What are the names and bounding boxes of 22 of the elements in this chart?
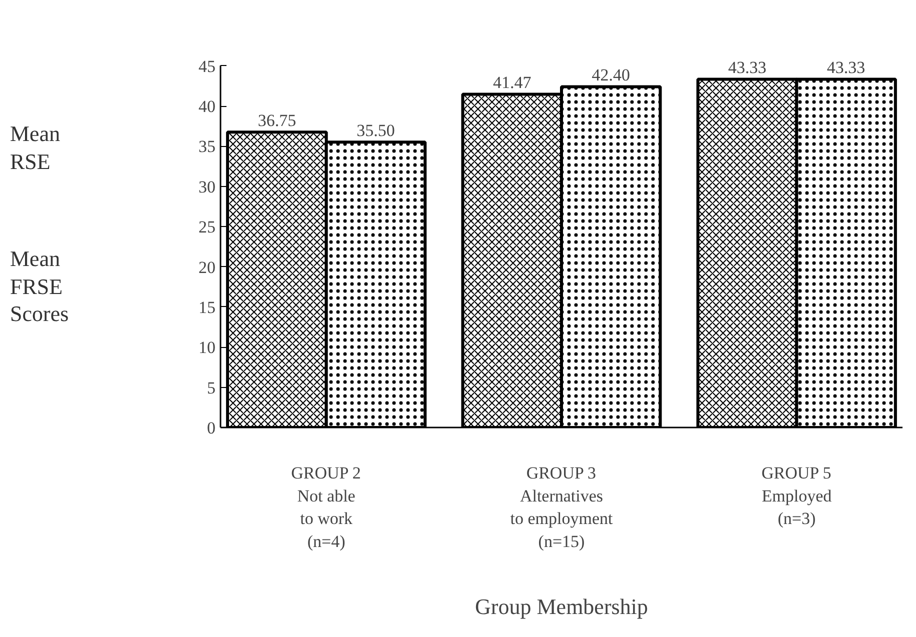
text: 43.33 [826, 58, 866, 78]
x-tick-label: GROUP 5 Employed (n=3) [761, 464, 832, 528]
y-tick-label: 40 [198, 97, 216, 116]
y-tick-label: 35 [198, 137, 216, 156]
text: 35.50 [356, 121, 395, 140]
y-tick-label: 45 [198, 56, 216, 76]
x-axis-title: Group Membership [475, 594, 648, 619]
text: 36.75 [258, 111, 296, 130]
text: Mean RSE [10, 120, 60, 175]
x-tick-label: GROUP 3 Alternatives to employment (n=15) [510, 464, 614, 551]
text: 42.40 [592, 66, 630, 85]
x-tick-label: GROUP 2 Not able to work (n=4) [291, 464, 361, 551]
y-tick-label: 20 [198, 258, 216, 277]
text: Mean FRSE Scores [10, 245, 69, 328]
y-tick-label: 5 [207, 378, 216, 398]
y-tick-label: 10 [198, 338, 216, 358]
text: 41.47 [492, 73, 532, 92]
y-tick-label: 0 [207, 418, 216, 438]
y-tick-label: 25 [198, 218, 216, 237]
y-tick-label: 15 [198, 298, 216, 317]
text: 43.33 [728, 58, 766, 78]
y-tick-label: 30 [198, 177, 216, 196]
